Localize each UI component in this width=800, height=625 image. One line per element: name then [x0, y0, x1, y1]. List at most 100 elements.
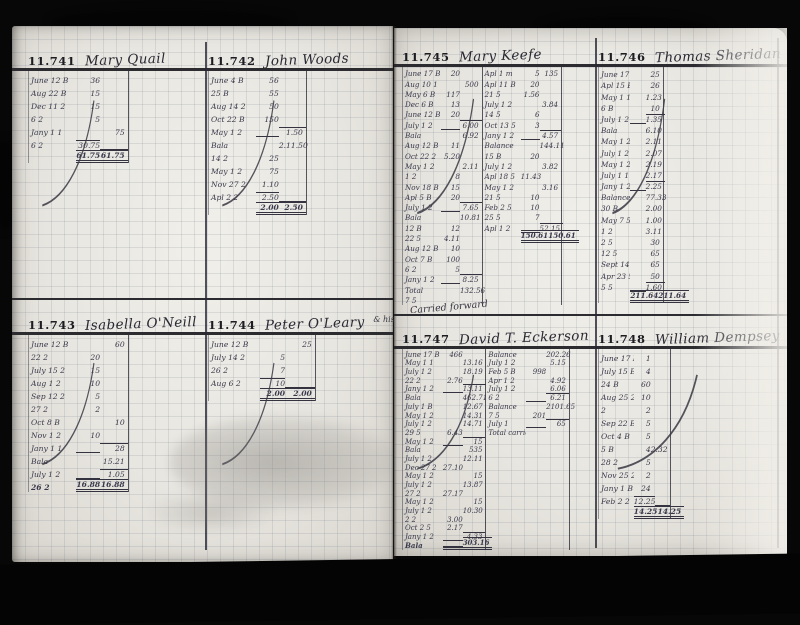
entry-amount: 10	[259, 378, 286, 388]
entry-date: July 1 2	[405, 368, 432, 377]
entry-date: June 17 B	[405, 350, 440, 359]
entry-date: 14 5	[484, 110, 501, 120]
header-rule	[12, 332, 393, 335]
entry-amount: 12.11	[462, 454, 483, 463]
ledger-entry: Oct 22 B 150	[209, 111, 306, 124]
ledger-entry: July 1 2 3.82	[483, 161, 562, 171]
entry-date: July 1 2	[405, 454, 432, 463]
entry-amount: 2.25	[645, 181, 665, 191]
ledger-entry: July 1 2 18.19	[403, 367, 485, 376]
ledger-entry: July 1 B 12.67	[403, 402, 485, 411]
ledger-entry: Aug 22 B 15	[29, 85, 128, 98]
entry-amount: 303.16	[462, 536, 493, 550]
account-header: 11.742 John Woods	[208, 42, 386, 71]
ledger-page-left: 11.741 Mary Quail June 12 B 36 Aug 22 B 15 Dec…	[12, 26, 435, 562]
entry-date: May 1 1	[405, 359, 434, 368]
entry-date: Bala	[405, 540, 423, 550]
header-rule	[394, 64, 787, 67]
entry-amount: 20	[530, 151, 540, 161]
entry-date: Sep 12 2	[31, 392, 65, 401]
entry-amount: 60	[115, 340, 125, 349]
entry-amount: 4.11	[443, 234, 460, 244]
entry-amount	[630, 122, 646, 124]
ledger-entry: July 1 1 2.17	[599, 169, 663, 180]
entry-date: Jany 1 2	[405, 385, 434, 394]
entry-date: July 1 2	[405, 481, 432, 489]
entry-date: July 1 2	[405, 507, 432, 516]
entry-date: Apl 11 B	[484, 79, 516, 89]
ledger-entry: 22 2 2.76	[403, 376, 485, 385]
entry-amount: 28	[100, 443, 128, 453]
ledger-entry: Balance 202.26	[486, 350, 570, 359]
entry-amount: 50	[269, 102, 279, 111]
entry-amount: 150	[264, 115, 279, 124]
entry-date: July 1 2	[405, 420, 432, 429]
ledger-entry: 26 2 7	[209, 362, 315, 375]
entry-date: Dec 11 2	[31, 102, 66, 111]
ledger-entry: July 1 2 7.65	[403, 202, 482, 213]
entry-amount: 3.84	[542, 100, 559, 110]
entry-date: July 1 2	[484, 161, 513, 171]
entry-date: Aug 22 B	[31, 89, 67, 98]
entry-date: May 1 1	[601, 92, 631, 102]
entry-date: Apl 15 B	[601, 81, 631, 91]
entry-amount: 52.15	[539, 222, 564, 233]
entry-date: 29 5	[405, 428, 421, 437]
entry-date: June 4 B	[211, 76, 244, 85]
entry-date: 6 2	[31, 115, 44, 124]
account-entries: June 4 B 56 25 B 55 Aug 14 2 50 Oct 22 B 150 May…	[208, 71, 386, 297]
entry-date: Feb 2 5	[484, 203, 512, 213]
entry-date: 27 2	[405, 489, 421, 498]
entry-date: Jany 1 2	[405, 275, 435, 285]
entry-amount: 201	[532, 411, 547, 420]
ledger-entry: July 1 2 3.84	[483, 99, 562, 109]
entry-amount: 132.56	[459, 285, 486, 295]
entry-amount: 15.21	[102, 457, 125, 466]
ledger-entry: May 1 1 1.23	[599, 90, 663, 102]
ledger-entry: 5 B 4 2.32	[599, 441, 670, 454]
entry-date: Apr 1 2	[488, 376, 515, 385]
account-header: 11.747 David T. Eckerson	[402, 320, 596, 349]
account-header: 11.741 Mary Quail	[28, 42, 206, 71]
entry-date: Apl 18 5	[484, 172, 515, 182]
entry-amount	[526, 427, 547, 429]
entry-amount: 27.17	[442, 489, 463, 498]
entry-amount: 5	[645, 458, 651, 467]
entry-amount: 211.64	[658, 289, 690, 303]
ledger-entry: 25 B 55	[209, 85, 306, 98]
entry-date: Aug 1 2	[31, 379, 61, 388]
ledger-entry: May 6 B 117	[403, 89, 482, 99]
entry-amount: 11	[450, 141, 460, 151]
entry-column: Balance 202.26 July 1 2 5.15 Feb 5 B 998 Apr 1…	[486, 349, 575, 550]
entry-date: May 1 2	[484, 182, 514, 192]
entry-date: 15 B	[484, 151, 502, 161]
entry-amount: 13.87	[462, 481, 483, 489]
account-number: 11.745	[402, 50, 450, 64]
ledger-entry: 24 B 60	[599, 376, 670, 389]
entry-date: 14 2	[211, 154, 228, 163]
entry-amount: 6.00	[459, 119, 482, 130]
account-panel: 11.745 Mary Keefe June 17 B 20 Aug 10 1 500 Ma…	[402, 38, 596, 313]
entry-amount: 61.75	[76, 150, 101, 163]
entry-amount: 466	[449, 350, 463, 359]
entry-date: Nov 27 2	[211, 180, 246, 189]
entry-amount: 26	[650, 81, 660, 91]
entry-date: Balance	[488, 350, 517, 359]
entry-amount: 5	[645, 432, 651, 441]
ledger-entry: 12 5 65	[599, 247, 663, 258]
entry-amount: 5.15	[550, 359, 566, 368]
entry-date: July 1 2	[601, 148, 630, 158]
ledger-entry: Bala 10.81	[403, 212, 482, 222]
entry-amount: 100	[446, 254, 460, 264]
account-entries: June 12 B 36 Aug 22 B 15 Dec 11 2 15 6 2 5 Jany …	[28, 71, 206, 297]
entry-amount: 10	[650, 103, 660, 113]
entry-date: May 1 2	[405, 437, 434, 446]
entry-amount: 5	[280, 353, 286, 362]
ledger-entry: 6 2 30.75	[29, 137, 128, 150]
entry-amount: 2.00	[285, 388, 315, 401]
